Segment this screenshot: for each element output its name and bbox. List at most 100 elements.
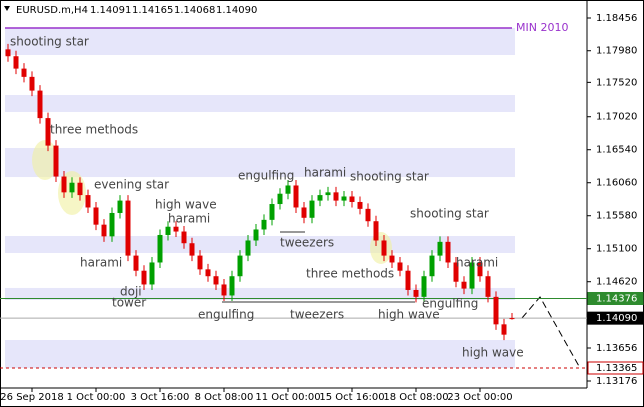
pattern-label: shooting star bbox=[10, 35, 89, 49]
y-tick-label: 1.16540 bbox=[596, 145, 637, 156]
candle-body bbox=[437, 241, 443, 256]
pattern-highlight bbox=[370, 232, 392, 264]
candle-body bbox=[45, 118, 51, 146]
price-label: 1.13365 bbox=[596, 363, 637, 374]
y-tick-label: 1.13656 bbox=[596, 343, 637, 354]
candle-body bbox=[69, 182, 75, 193]
candle-body bbox=[509, 318, 515, 320]
candle-body bbox=[285, 185, 291, 194]
pattern-label: harami bbox=[80, 256, 122, 270]
candle-body bbox=[365, 208, 371, 222]
pattern-label: engulfing bbox=[238, 169, 294, 183]
candle-body bbox=[373, 221, 379, 241]
candle-body bbox=[93, 207, 99, 225]
candle-body bbox=[253, 229, 259, 241]
candle-body bbox=[381, 240, 387, 256]
candle-body bbox=[29, 76, 35, 91]
candle-body bbox=[325, 192, 331, 196]
symbol: EURUSD.m,H4 bbox=[16, 5, 88, 16]
y-tick-label: 1.13176 bbox=[596, 376, 637, 387]
pattern-label: harami bbox=[456, 256, 498, 270]
candle-body bbox=[189, 243, 195, 256]
pattern-label: three methods bbox=[50, 123, 138, 137]
price-label-box bbox=[587, 361, 644, 375]
x-tick-label: 18 Oct 08:00 bbox=[383, 392, 448, 403]
pattern-label: high wave bbox=[155, 198, 217, 212]
zone bbox=[5, 148, 515, 178]
price-label: 1.14376 bbox=[596, 293, 637, 304]
candle-body bbox=[245, 240, 251, 256]
candle-body bbox=[77, 182, 83, 196]
candle-body bbox=[221, 284, 227, 296]
pattern-label: tweezers bbox=[290, 308, 344, 322]
candle-body bbox=[117, 200, 123, 213]
pattern-label: three methods bbox=[306, 267, 394, 281]
candle-body bbox=[293, 185, 299, 208]
x-tick-label: 1 Oct 00:00 bbox=[67, 392, 126, 403]
zone bbox=[5, 27, 515, 55]
pattern-label: harami bbox=[304, 166, 346, 180]
x-tick-label: 8 Oct 08:00 bbox=[195, 392, 254, 403]
pattern-label: doji bbox=[120, 285, 142, 299]
candle-body bbox=[21, 68, 27, 77]
pattern-label: shooting star bbox=[350, 170, 429, 184]
candle-body bbox=[133, 255, 139, 271]
candle-body bbox=[237, 255, 243, 277]
candle-body bbox=[429, 255, 435, 277]
candle-body bbox=[269, 204, 275, 220]
zone bbox=[5, 287, 515, 301]
candle-body bbox=[213, 276, 219, 285]
candle-body bbox=[333, 192, 339, 201]
candle-body bbox=[389, 255, 395, 263]
y-tick-label: 1.15100 bbox=[596, 244, 637, 255]
candle-body bbox=[485, 276, 491, 297]
candle-body bbox=[109, 212, 115, 237]
candle-body bbox=[53, 145, 59, 177]
pattern-label: engulfing bbox=[422, 297, 478, 311]
pattern-label: shooting star bbox=[410, 207, 489, 221]
candle-body bbox=[309, 200, 315, 218]
candle-body bbox=[101, 224, 107, 237]
pattern-label: tweezers bbox=[280, 236, 334, 250]
pattern-label: tower bbox=[112, 296, 146, 310]
x-tick-label: 3 Oct 16:00 bbox=[131, 392, 190, 403]
candle-body bbox=[405, 270, 411, 290]
x-tick-label: 11 Oct 00:00 bbox=[255, 392, 320, 403]
y-tick-label: 1.15580 bbox=[596, 211, 637, 222]
x-tick-label: 15 Oct 16:00 bbox=[319, 392, 384, 403]
candle-body bbox=[501, 324, 507, 335]
candle-body bbox=[469, 262, 475, 289]
candle-body bbox=[149, 262, 155, 285]
candle-body bbox=[445, 241, 451, 263]
x-tick-label: 26 Sep 2018 bbox=[0, 392, 63, 403]
candle-body bbox=[229, 276, 235, 296]
y-tick-label: 1.17520 bbox=[596, 77, 637, 88]
price-label-box bbox=[587, 311, 644, 325]
quote-value: 1.14090 bbox=[216, 5, 257, 16]
candle-body bbox=[261, 219, 267, 230]
candle-body bbox=[477, 262, 483, 277]
pattern-label: harami bbox=[168, 212, 210, 226]
candle-body bbox=[85, 195, 91, 208]
candle-body bbox=[341, 196, 347, 201]
pattern-label: engulfing bbox=[198, 308, 254, 322]
candle-body bbox=[493, 296, 499, 325]
zone bbox=[5, 340, 515, 368]
candle-body bbox=[181, 231, 187, 244]
candle-body bbox=[37, 90, 43, 119]
candle-body bbox=[301, 207, 307, 218]
candle-body bbox=[125, 200, 131, 256]
level-label: MIN 2010 bbox=[516, 21, 568, 34]
price-label: 1.14090 bbox=[596, 313, 637, 324]
candle-body bbox=[461, 281, 467, 289]
quote-value: 1.14068 bbox=[174, 5, 215, 16]
price-label-box bbox=[587, 291, 644, 305]
candle-body bbox=[141, 270, 147, 285]
candle-body bbox=[5, 49, 11, 57]
y-tick-label: 1.17020 bbox=[596, 112, 637, 123]
pattern-highlight bbox=[32, 140, 58, 180]
y-tick-label: 1.16060 bbox=[596, 178, 637, 189]
candle-body bbox=[397, 262, 403, 271]
